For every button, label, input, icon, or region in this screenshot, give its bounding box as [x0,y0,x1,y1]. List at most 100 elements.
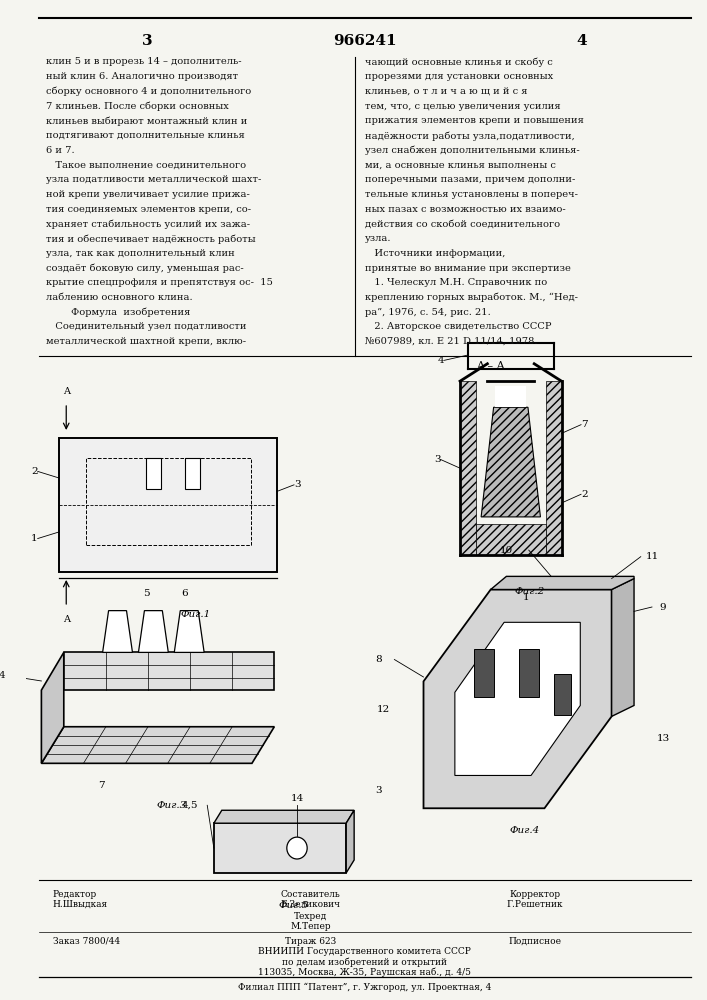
Text: Подписное: Подписное [508,937,561,946]
Text: М.Тепер: М.Тепер [291,922,331,931]
Text: по делам изобретений и открытий: по делам изобретений и открытий [282,957,448,967]
Text: 4: 4 [0,671,6,680]
Text: 4: 4 [438,356,445,365]
Polygon shape [139,611,168,652]
Text: 2. Авторское свидетельство СССР: 2. Авторское свидетельство СССР [365,322,551,331]
Text: чающий основные клинья и скобу с: чающий основные клинья и скобу с [365,57,553,67]
Text: крытие спецпрофиля и препятствуя ос-  15: крытие спецпрофиля и препятствуя ос- 15 [46,278,273,287]
Text: 6 и 7.: 6 и 7. [46,146,74,155]
Bar [185,458,200,489]
Bar [495,386,527,407]
Text: Φиг.4: Φиг.4 [509,826,539,835]
Text: 3: 3 [434,455,440,464]
Polygon shape [64,652,274,690]
Text: храняет стабильность усилий их зажа-: храняет стабильность усилий их зажа- [46,219,250,229]
Text: 7 клиньев. После сборки основных: 7 клиньев. После сборки основных [46,102,229,111]
Text: креплению горных выработок. М., “Нед-: креплению горных выработок. М., “Нед- [365,293,578,302]
Text: тия соединяемых элементов крепи, со-: тия соединяемых элементов крепи, со- [46,205,251,214]
Bar [546,381,561,555]
Text: узла.: узла. [365,234,392,243]
Text: 1: 1 [31,534,37,543]
Text: Филиал ППП “Патент”, г. Ужгород, ул. Проектная, 4: Филиал ППП “Патент”, г. Ужгород, ул. Про… [238,982,491,992]
Text: 3: 3 [294,480,300,489]
Text: Корректор: Корректор [509,890,560,899]
Text: лаблению основного клина.: лаблению основного клина. [46,293,192,302]
Polygon shape [423,589,612,808]
Text: тем, что, с целью увеличения усилия: тем, что, с целью увеличения усилия [365,102,561,111]
Text: Источники информации,: Источники информации, [365,249,506,258]
Text: Соединительный узел податливости: Соединительный узел податливости [46,322,246,331]
Text: тия и обеспечивает надёжность работы: тия и обеспечивает надёжность работы [46,234,255,244]
Polygon shape [455,622,580,775]
Polygon shape [491,576,634,589]
Text: 1: 1 [523,593,530,602]
Text: 5: 5 [144,589,150,598]
Text: поперечными пазами, причем дополни-: поперечными пазами, причем дополни- [365,175,575,184]
Text: A: A [63,615,70,624]
Text: 113035, Москва, Ж-35, Раушская наб., д. 4/5: 113035, Москва, Ж-35, Раушская наб., д. … [258,967,472,977]
Text: Техред: Техред [294,912,327,921]
Bar [460,381,476,555]
Text: 2: 2 [31,467,37,476]
Text: Φиг.5: Φиг.5 [279,901,309,910]
Text: Г.Решетник: Г.Решетник [506,900,563,909]
Polygon shape [59,438,276,572]
Text: 14: 14 [291,794,303,803]
Text: Составитель: Составитель [281,890,341,899]
Text: 3: 3 [375,786,382,795]
Bar [476,524,546,555]
Bar [474,649,494,697]
Polygon shape [42,652,64,763]
Text: ВНИИПИ Государственного комитета СССР: ВНИИПИ Государственного комитета СССР [259,948,472,956]
Text: узел снабжен дополнительными клинья-: узел снабжен дополнительными клинья- [365,146,580,155]
Text: Формула  изобретения: Формула изобретения [46,308,190,317]
Text: 12: 12 [377,705,390,714]
Text: надёжности работы узла,податливости,: надёжности работы узла,податливости, [365,131,575,141]
Text: ми, а основные клинья выполнены с: ми, а основные клинья выполнены с [365,160,556,169]
Text: 2: 2 [581,490,588,499]
Polygon shape [612,579,634,716]
Text: действия со скобой соединительного: действия со скобой соединительного [365,219,560,228]
Text: 1. Челескул М.Н. Справочник по: 1. Челескул М.Н. Справочник по [365,278,547,287]
Text: создаёт боковую силу, уменьшая рас-: создаёт боковую силу, уменьшая рас- [46,264,244,273]
Text: 9: 9 [660,603,667,612]
Text: 7: 7 [581,420,588,429]
Text: Φиг.3: Φиг.3 [156,801,187,810]
Text: 3: 3 [142,34,153,48]
Text: Заказ 7800/44: Заказ 7800/44 [52,937,119,946]
Text: Н.Швыдкая: Н.Швыдкая [52,900,107,909]
Polygon shape [346,810,354,873]
Text: прорезями для установки основных: прорезями для установки основных [365,72,553,81]
Text: ных пазах с возможностью их взаимо-: ных пазах с возможностью их взаимо- [365,205,566,214]
Text: сборку основного 4 и дополнительного: сборку основного 4 и дополнительного [46,87,251,96]
Text: Такое выполнение соединительного: Такое выполнение соединительного [46,160,246,169]
Text: узла, так как дополнительный клин: узла, так как дополнительный клин [46,249,235,258]
Bar [519,649,539,697]
Text: ра”, 1976, с. 54, рис. 21.: ра”, 1976, с. 54, рис. 21. [365,308,491,317]
Text: клиньев выбирают монтажный клин и: клиньев выбирают монтажный клин и [46,116,247,126]
Text: клиньев, о т л и ч а ю щ и й с я: клиньев, о т л и ч а ю щ и й с я [365,87,527,96]
Text: Φиг.1: Φиг.1 [180,610,210,619]
Text: A – A: A – A [476,361,505,371]
Bar [554,674,571,715]
Text: 966241: 966241 [333,34,397,48]
Text: металлической шахтной крепи, вклю-: металлической шахтной крепи, вклю- [46,337,246,346]
Text: Е.Зеликович: Е.Зеликович [281,900,341,909]
Polygon shape [175,611,204,652]
Text: Φиг.2: Φиг.2 [514,587,544,596]
Text: ной крепи увеличивает усилие прижа-: ной крепи увеличивает усилие прижа- [46,190,250,199]
Text: Тираж 623: Тираж 623 [285,937,337,946]
Text: A: A [63,387,70,396]
Text: прижатия элементов крепи и повышения: прижатия элементов крепи и повышения [365,116,584,125]
Bar [146,458,161,489]
Text: клин 5 и в прорезь 14 – дополнитель-: клин 5 и в прорезь 14 – дополнитель- [46,57,242,66]
Polygon shape [103,611,132,652]
Text: 4,5: 4,5 [182,801,198,810]
Bar [214,823,346,873]
Text: тельные клинья установлены в попереч-: тельные клинья установлены в попереч- [365,190,578,199]
Text: 6: 6 [182,589,188,598]
Text: 11: 11 [645,552,659,561]
Text: 7: 7 [98,781,105,790]
Text: ный клин 6. Аналогично производят: ный клин 6. Аналогично производят [46,72,238,81]
Text: подтягивают дополнительные клинья: подтягивают дополнительные клинья [46,131,245,140]
